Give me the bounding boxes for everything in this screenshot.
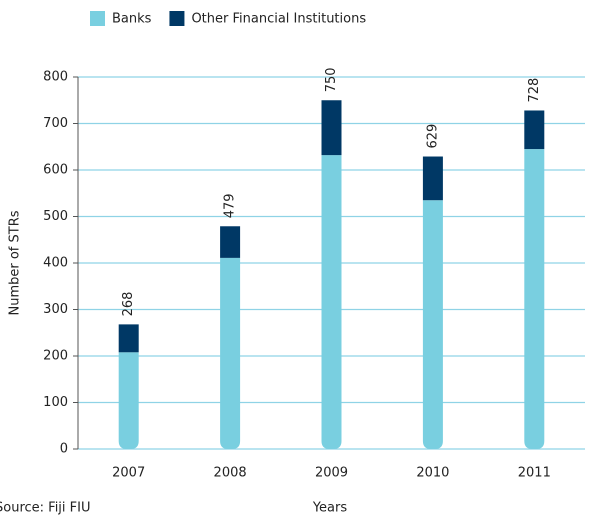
x-tick-label: 2010 [416,466,449,481]
legend-swatch [90,11,105,26]
bar-segment [422,200,443,449]
y-tick-label: 100 [43,395,68,410]
total-label: 728 [527,78,542,103]
y-tick-label: 400 [43,256,68,271]
y-tick-label: 600 [43,163,68,178]
bar-segment [422,156,443,201]
legend-swatch [169,11,185,26]
bar-segment [220,257,241,449]
y-tick-label: 800 [43,70,68,85]
total-label: 268 [121,292,136,317]
y-tick-label: 300 [43,302,68,317]
y-axis-label: Number of STRs [8,210,23,315]
bar-segment [321,100,342,156]
legend-label: Other Financial Institutions [191,12,366,27]
x-tick-label: 2011 [518,466,551,481]
bar-segment [524,110,545,150]
legend-label: Banks [112,12,152,27]
x-tick-label: 2007 [112,466,145,481]
bar-segment [220,226,241,258]
x-axis-label: Years [312,501,348,516]
bar-segment [321,155,342,449]
total-label: 750 [324,67,339,92]
x-tick-label: 2009 [315,466,348,481]
total-label: 479 [223,193,238,218]
bar-segment [524,149,545,449]
total-label: 629 [425,124,440,149]
y-tick-label: 700 [43,116,68,131]
y-tick-label: 200 [43,349,68,364]
y-tick-label: 0 [60,442,68,457]
x-tick-label: 2008 [214,466,247,481]
bar-segment [118,352,139,449]
y-tick-label: 500 [43,209,68,224]
source-note: Source: Fiji FIU [0,501,91,516]
bar-segment [118,324,139,353]
